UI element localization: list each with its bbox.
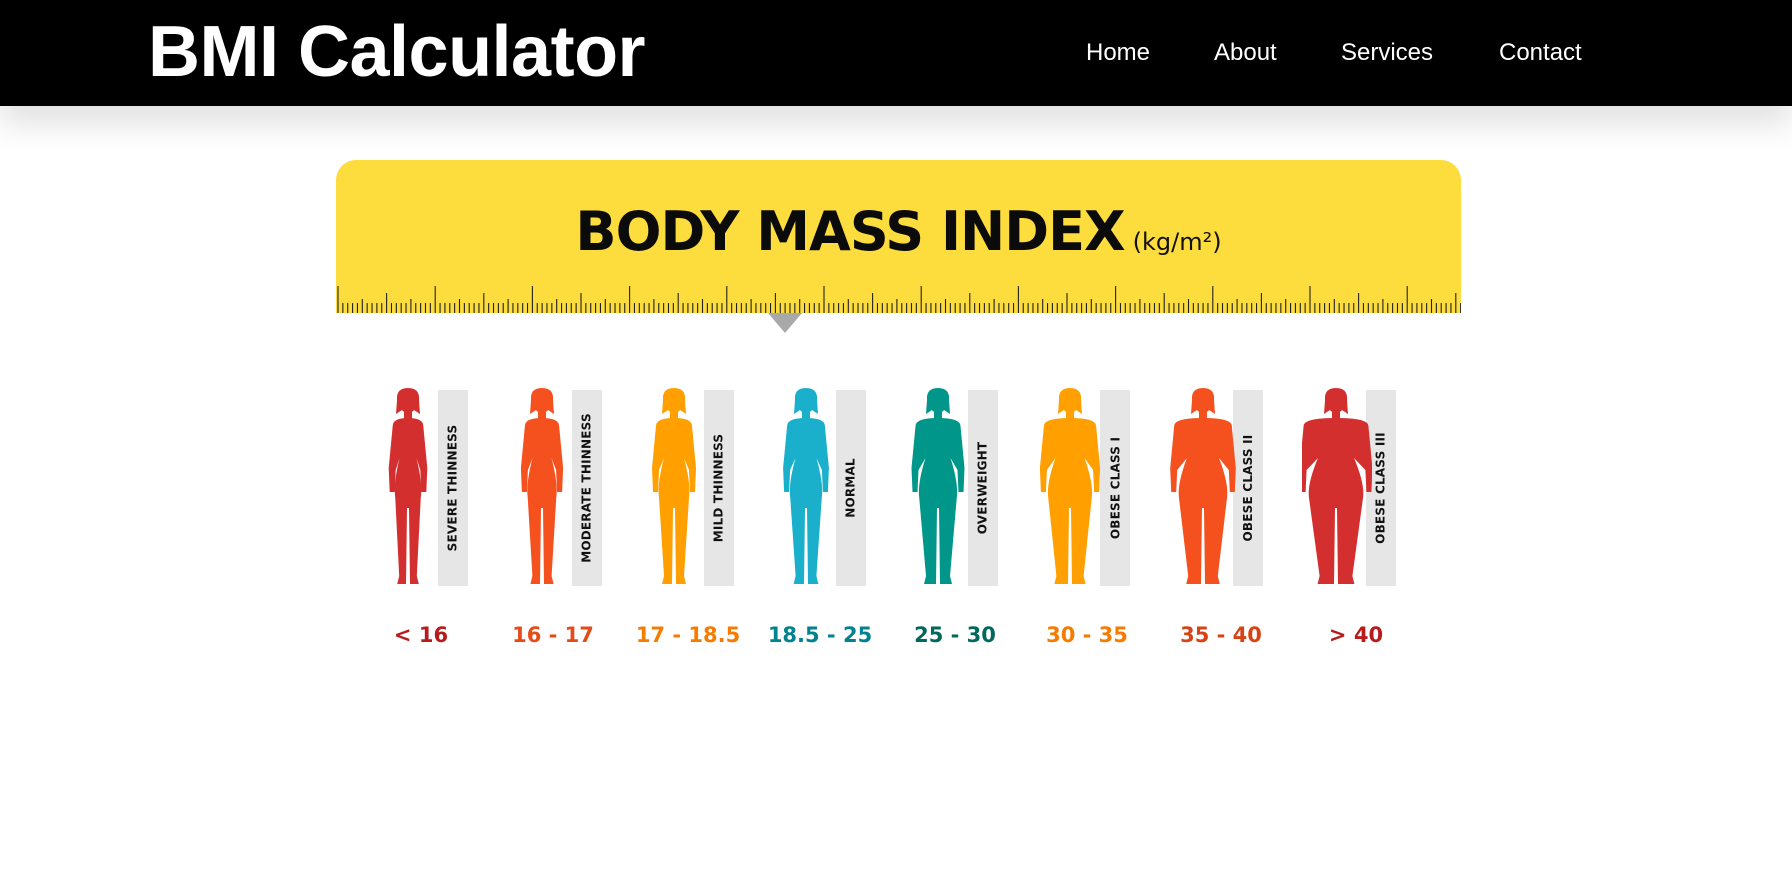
nav-contact-link[interactable]: Contact (1499, 39, 1582, 66)
nav-home-link[interactable]: Home (1086, 39, 1151, 66)
bmi-range-value: 35 - 40 (1180, 623, 1262, 647)
category-label: MODERATE THINNESS (580, 413, 594, 563)
bmi-category-card: MODERATE THINNESS (508, 388, 602, 586)
bmi-range-value: 25 - 30 (914, 623, 996, 647)
body-silhouette-icon (783, 388, 829, 584)
body-silhouette-icon (520, 388, 564, 584)
category-label-panel (836, 390, 866, 586)
nav-about-link[interactable]: About (1214, 39, 1277, 66)
bmi-category-card: OBESE CLASS III (1302, 388, 1396, 586)
bmi-range-value: 18.5 - 25 (767, 623, 873, 647)
category-label: OVERWEIGHT (976, 441, 990, 535)
category-label: SEVERE THINNESS (446, 424, 460, 552)
bmi-category-card: MILD THINNESS (640, 388, 734, 586)
category-label-panel (968, 390, 998, 586)
body-silhouette-icon (1302, 388, 1372, 584)
category-label: OBESE CLASS II (1241, 434, 1255, 542)
body-silhouette-icon (388, 388, 428, 584)
category-label-panel (438, 390, 468, 586)
bmi-category-card: OVERWEIGHT (904, 388, 998, 586)
ruler-ticks (337, 286, 1461, 313)
nav-services-link[interactable]: Services (1341, 39, 1434, 66)
category-label-panel (1100, 390, 1130, 586)
ruler-pointer-icon (768, 313, 802, 333)
body-silhouette-icon (911, 388, 965, 584)
top-navbar: BMI Calculator Home About Services Conta… (0, 0, 1792, 106)
bmi-banner-title: BODY MASS INDEX (kg/m²) (336, 200, 1461, 263)
category-label: OBESE CLASS I (1108, 436, 1122, 540)
bmi-unit: (kg/m²) (1132, 228, 1222, 256)
bmi-range-value: 30 - 35 (1046, 623, 1128, 647)
body-silhouette-icon (1170, 388, 1236, 584)
bmi-category-figures: SEVERE THINNESS MODERATE THINNESS MILD T… (336, 388, 1461, 590)
body-silhouette-icon (1039, 388, 1101, 584)
category-label: OBESE CLASS III (1374, 432, 1388, 544)
bmi-title: BODY MASS INDEX (575, 200, 1125, 263)
category-label: NORMAL (844, 458, 858, 518)
category-label-panel (704, 390, 734, 586)
bmi-category-card: OBESE CLASS II (1169, 388, 1263, 586)
bmi-category-card: NORMAL (772, 388, 866, 586)
site-brand[interactable]: BMI Calculator (148, 12, 646, 92)
category-label-panel (572, 390, 602, 586)
bmi-infographic: BODY MASS INDEX (kg/m²) SEVERE THINNESS M… (336, 160, 1461, 670)
bmi-range-value: 17 - 18.5 (635, 623, 741, 647)
bmi-range-value: > 40 (1328, 623, 1384, 647)
bmi-range-value: 16 - 17 (512, 623, 594, 647)
bmi-banner: BODY MASS INDEX (kg/m²) (336, 160, 1461, 313)
body-silhouette-icon (652, 388, 696, 584)
bmi-range-value: < 16 (393, 623, 449, 647)
bmi-category-card: SEVERE THINNESS (374, 388, 468, 586)
category-label: MILD THINNESS (712, 433, 726, 543)
bmi-category-card: OBESE CLASS I (1036, 388, 1130, 586)
category-label-panel (1233, 390, 1263, 586)
